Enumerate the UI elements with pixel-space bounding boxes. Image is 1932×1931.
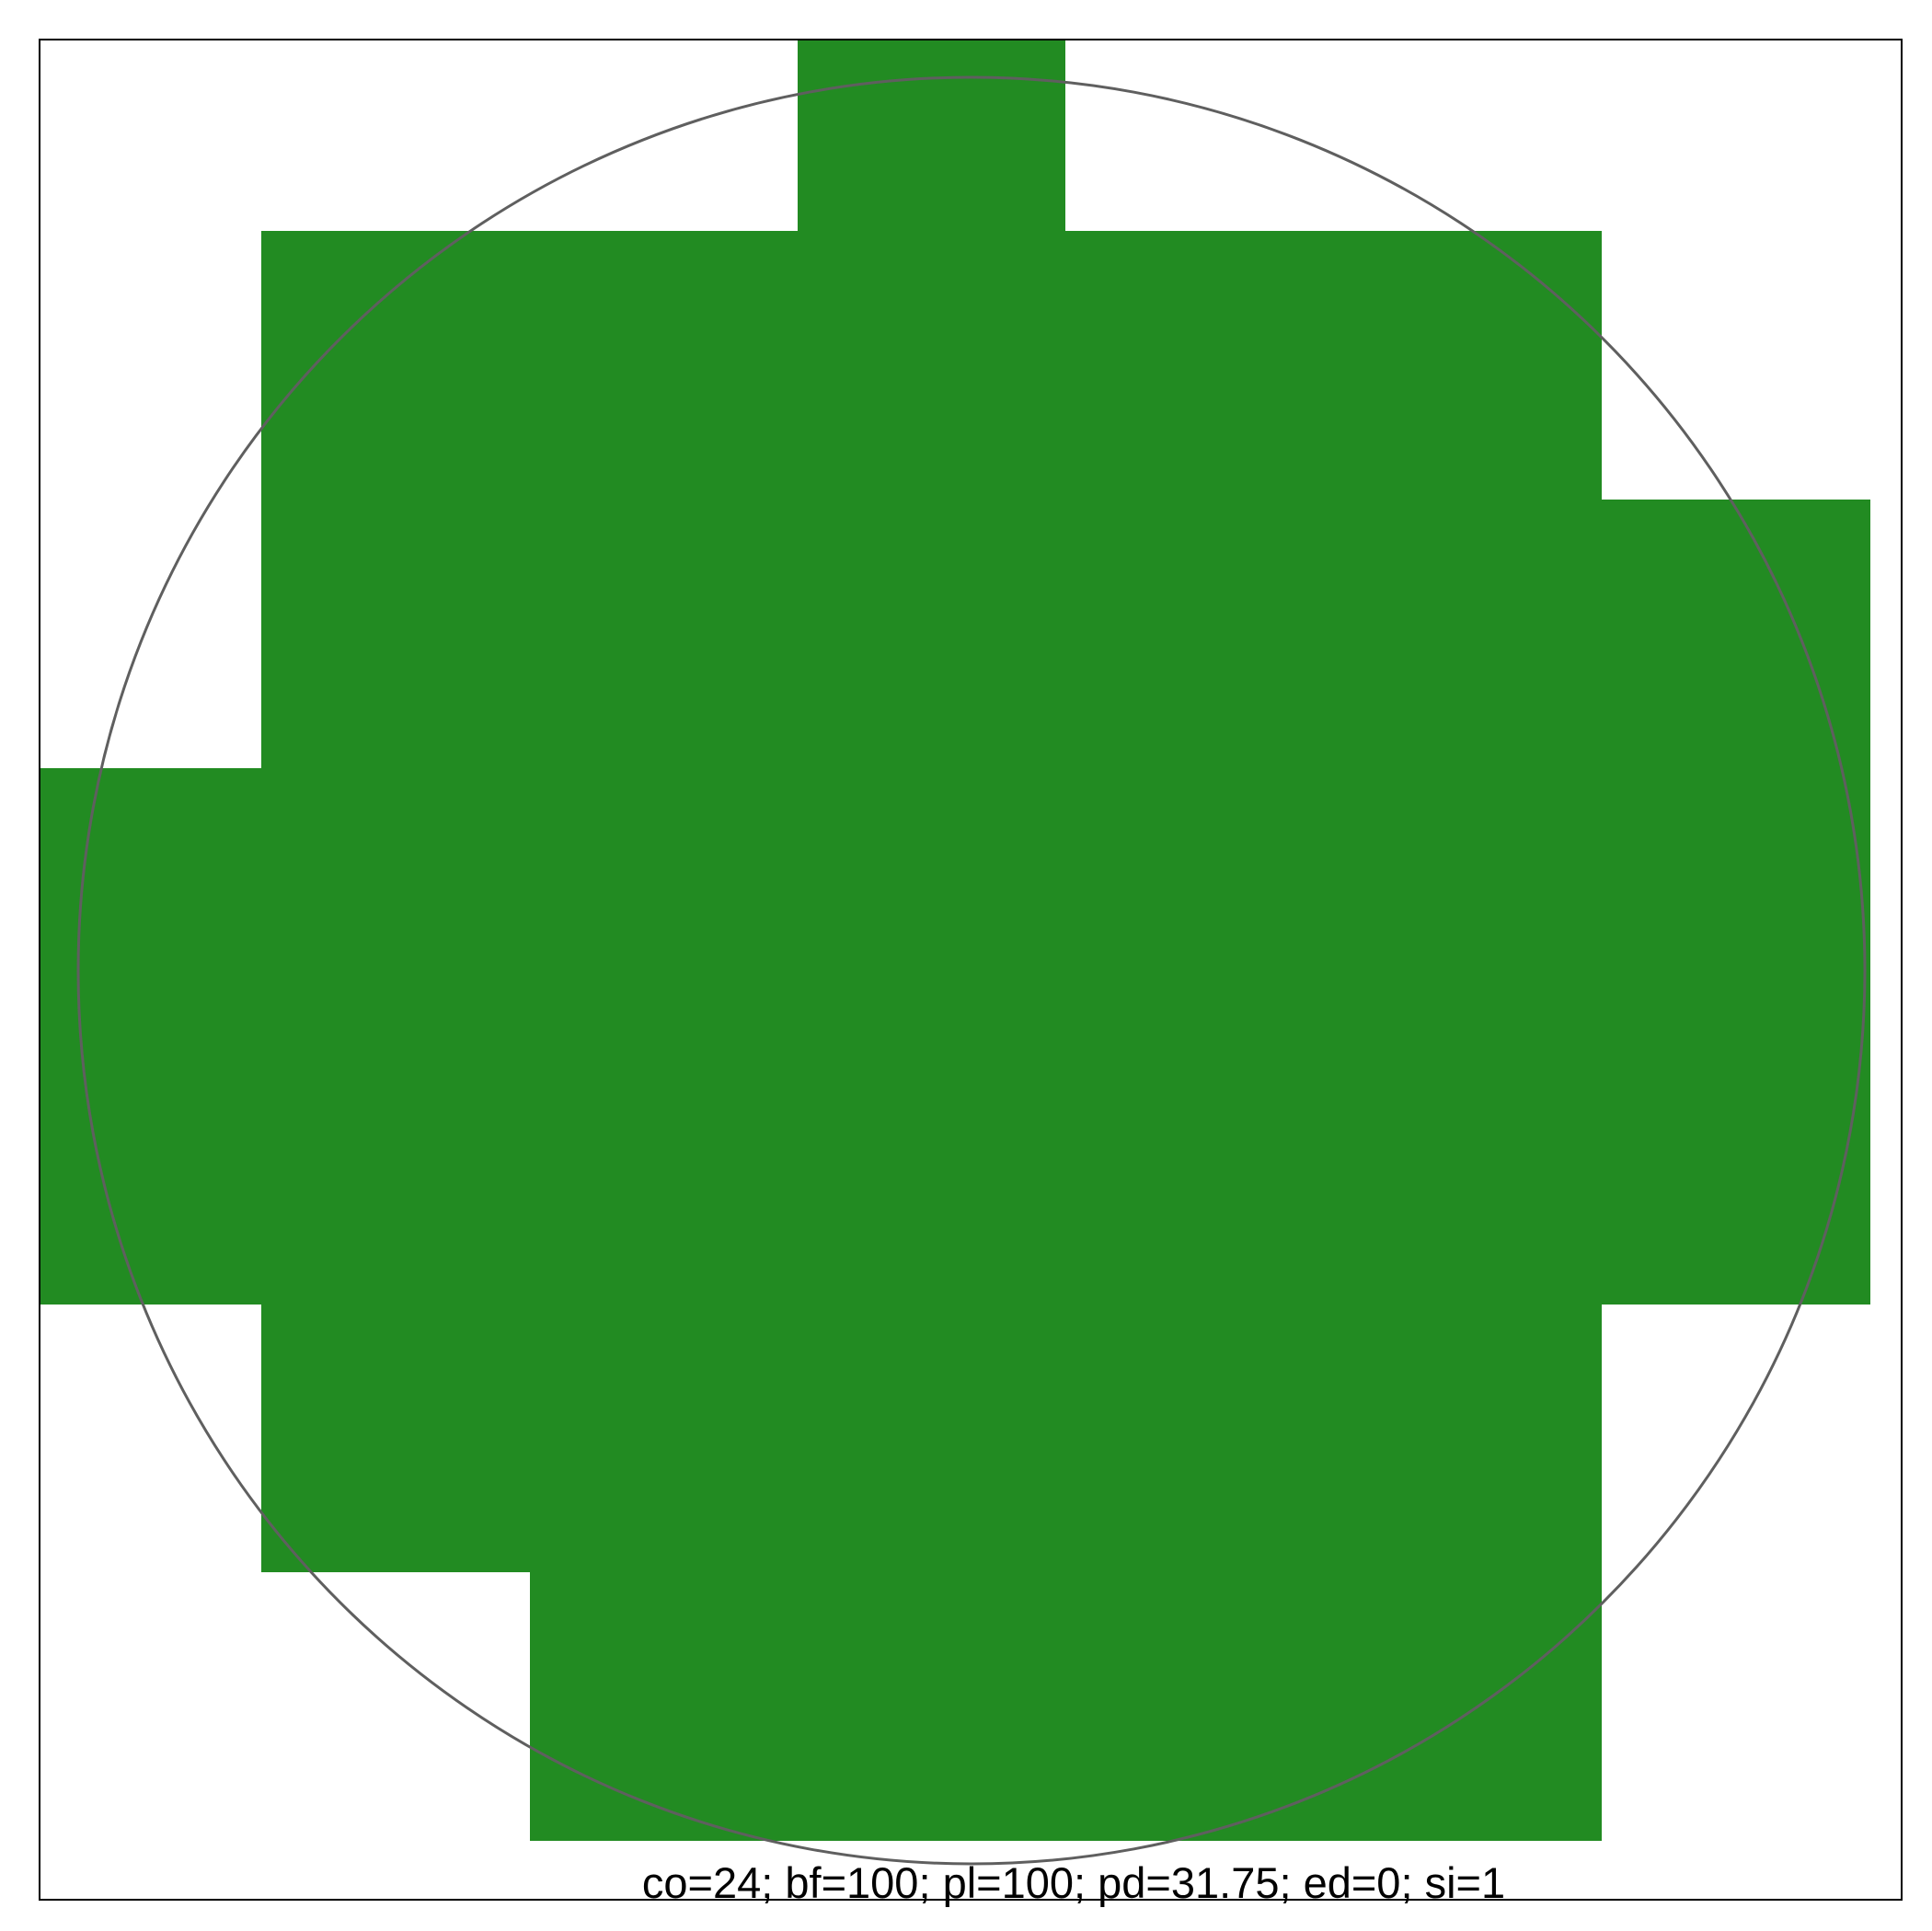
coverage-block-center bbox=[40, 768, 1870, 1305]
coverage-block-bottom bbox=[530, 1572, 1602, 1841]
plot-frame bbox=[39, 39, 1903, 1901]
coverage-region bbox=[40, 40, 1870, 1841]
coverage-block-middle bbox=[261, 500, 1870, 768]
reference-circle bbox=[76, 75, 1867, 1866]
coverage-block-upper bbox=[261, 231, 1602, 500]
coverage-block-top bbox=[798, 40, 1065, 231]
parameter-caption: co=24; bf=100; pl=100; pd=31.75; ed=0; s… bbox=[642, 1858, 1505, 1907]
coverage-block-lower bbox=[261, 1305, 1602, 1572]
